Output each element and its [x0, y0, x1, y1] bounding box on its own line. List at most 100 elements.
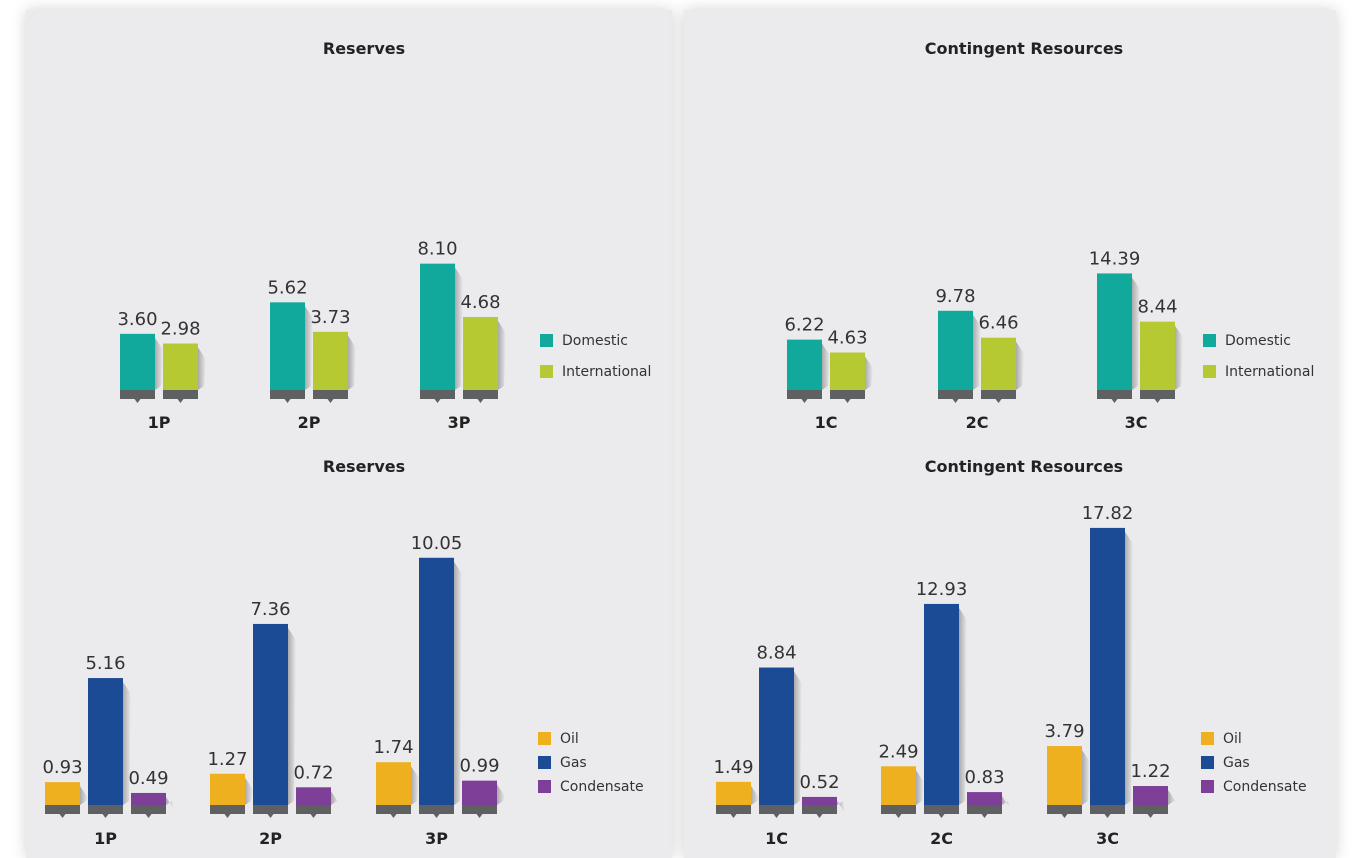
bar-shadow [1132, 277, 1140, 390]
data-label: 3.73 [310, 307, 350, 328]
bar-international-1c [830, 352, 865, 390]
legend-swatch-domestic [540, 334, 553, 347]
bar-base [419, 805, 454, 814]
bar-base [163, 390, 198, 399]
bar-base-notch [895, 814, 902, 818]
bar-shadow [794, 671, 802, 805]
bar-base-notch [145, 814, 152, 818]
bar-base [1133, 805, 1168, 814]
bar-base [924, 805, 959, 814]
data-label: 8.44 [1137, 297, 1177, 318]
category-label: 3C [1096, 829, 1119, 848]
legend-label-condensate: Condensate [1223, 779, 1307, 795]
data-label: 3.60 [117, 309, 157, 330]
bar-base-notch [433, 814, 440, 818]
bar-base-notch [434, 399, 441, 403]
bar-gas-1p [88, 678, 123, 805]
bar-base [759, 805, 794, 814]
chart-title: Reserves [323, 457, 405, 476]
data-label: 8.84 [756, 643, 796, 664]
legend-swatch-condensate [538, 780, 551, 793]
bar-base-notch [477, 399, 484, 403]
data-label: 9.78 [935, 286, 975, 307]
legend-swatch-international [1203, 365, 1216, 378]
bar-domestic-1p [120, 333, 155, 390]
bar-base-notch [801, 399, 808, 403]
legend-swatch-international [540, 365, 553, 378]
legend-swatch-oil [538, 732, 551, 745]
bar-base [802, 805, 837, 814]
data-label: 1.27 [207, 749, 247, 770]
data-label: 7.36 [250, 599, 290, 620]
contingent-domestic-international-chart: Contingent Resources 6.224.63 1C 9.786.46 2C… [784, 39, 1314, 432]
bar-base [881, 805, 916, 814]
bar-base-notch [59, 814, 66, 818]
bar-international-1p [163, 343, 198, 390]
bar-shadow [348, 335, 356, 390]
legend-swatch-condensate [1201, 780, 1214, 793]
category-label: 2P [259, 829, 282, 848]
data-label: 3.79 [1044, 721, 1084, 742]
data-label: 0.83 [964, 767, 1004, 788]
bar-gas-2c [924, 603, 959, 805]
bar-base-notch [102, 814, 109, 818]
bar-base [967, 805, 1002, 814]
bar-shadow [837, 800, 845, 813]
data-label: 17.82 [1082, 503, 1134, 524]
category-label: 1P [94, 829, 117, 848]
legend-label-international: International [1225, 364, 1314, 380]
bar-base-notch [1061, 814, 1068, 818]
category-label: 1P [148, 413, 171, 432]
bar-shadow [331, 791, 339, 805]
bar-base-notch [224, 814, 231, 818]
bar-international-3p [463, 316, 498, 390]
bar-shadow [751, 785, 759, 805]
bar-shadow [305, 306, 313, 390]
bar-base [830, 390, 865, 399]
data-label: 4.63 [827, 327, 867, 348]
bar-international-3c [1140, 321, 1175, 390]
bar-shadow [1168, 790, 1176, 805]
data-label: 14.39 [1089, 248, 1141, 269]
bar-base-notch [1147, 814, 1154, 818]
bar-shadow [973, 314, 981, 390]
chart-title: Contingent Resources [925, 457, 1123, 476]
data-label: 0.49 [128, 768, 168, 789]
bar-condensate-1p [131, 792, 166, 805]
bar-base [270, 390, 305, 399]
bar-shadow [822, 343, 830, 390]
legend-label-domestic: Domestic [1225, 333, 1291, 349]
bar-shadow [1082, 750, 1090, 805]
data-label: 2.49 [878, 741, 918, 762]
legend-label-gas: Gas [1223, 755, 1250, 771]
bar-base [253, 805, 288, 814]
reserves-domestic-international-chart: Reserves 3.60 2.98 1P 5.623.73 2P 8.10 4.68 3P Do… [117, 39, 651, 432]
bar-base-notch [1154, 399, 1161, 403]
bar-condensate-3c [1133, 786, 1168, 805]
bar-condensate-2c [967, 792, 1002, 805]
bar-base-notch [816, 814, 823, 818]
bar-base-notch [730, 814, 737, 818]
bar-shadow [198, 347, 206, 390]
bar-base [120, 390, 155, 399]
bar-base [420, 390, 455, 399]
bar-domestic-2c [938, 310, 973, 390]
bar-base-notch [773, 814, 780, 818]
category-label: 2P [298, 413, 321, 432]
bar-gas-1c [759, 667, 794, 805]
data-label: 4.68 [460, 292, 500, 313]
bar-base [376, 805, 411, 814]
bar-base-notch [476, 814, 483, 818]
bar-base [88, 805, 123, 814]
bar-international-2c [981, 337, 1016, 390]
bar-base-notch [1104, 814, 1111, 818]
bar-base [1090, 805, 1125, 814]
reserves-oil-gas-condensate-chart: Reserves 0.93 5.16 0.49 1P 1.27 7.36 0.72 2P 1.74… [42, 457, 643, 848]
bar-base-notch [995, 399, 1002, 403]
bar-base-notch [284, 399, 291, 403]
bar-oil-1p [45, 782, 80, 805]
bar-domestic-1c [787, 339, 822, 390]
bar-base [787, 390, 822, 399]
data-label: 0.93 [42, 757, 82, 778]
bar-domestic-2p [270, 302, 305, 390]
